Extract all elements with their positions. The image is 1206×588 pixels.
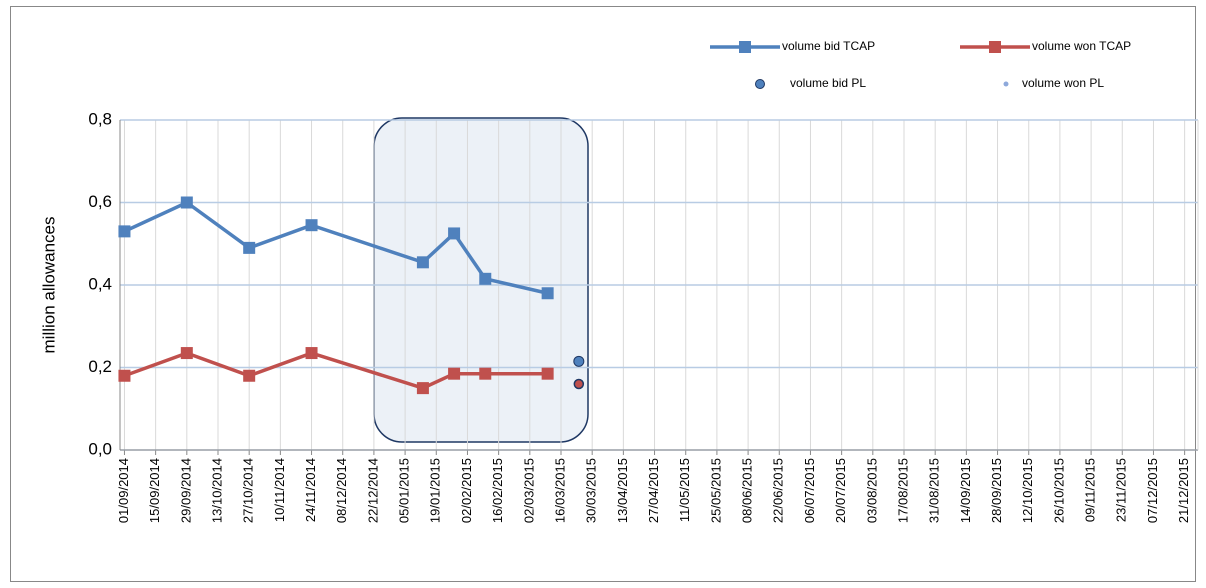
y-tick-label: 0,2 [88,357,112,376]
x-tick-label: 26/10/2015 [1051,458,1066,523]
x-tick-label: 12/10/2015 [1020,458,1035,523]
marker [243,241,256,254]
y-tick-label: 0,0 [88,439,112,458]
marker [479,272,492,285]
x-tick-label: 01/09/2014 [116,458,131,523]
x-tick-label: 20/07/2015 [833,458,848,523]
x-tick-label: 19/01/2015 [428,458,443,523]
x-tick-label: 24/11/2014 [303,458,318,522]
marker [180,347,193,360]
x-tick-label: 23/11/2015 [1114,458,1129,522]
x-tick-label: 25/05/2015 [708,458,723,523]
x-tick-label: 05/01/2015 [397,458,412,523]
x-tick-label: 16/02/2015 [490,458,505,523]
x-tick-label: 16/03/2015 [552,458,567,523]
y-tick-label: 0,6 [88,192,112,211]
y-axis-label: million allowances [39,216,58,353]
legend-label: volume bid TCAP [782,39,875,53]
x-tick-label: 28/09/2015 [989,458,1004,523]
series-line [123,200,549,295]
marker [118,369,131,382]
x-tick-label: 13/10/2014 [209,458,224,523]
marker [118,225,131,238]
x-tick-label: 30/03/2015 [584,458,599,523]
x-tick-label: 02/02/2015 [459,458,474,523]
marker [448,227,461,240]
y-tick-label: 0,8 [88,109,112,128]
x-tick-label: 31/08/2015 [927,458,942,523]
x-tick-label: 03/08/2015 [864,458,879,523]
x-tick-label: 06/07/2015 [802,458,817,523]
x-tick-label: 13/04/2015 [615,458,630,523]
x-tick-label: 17/08/2015 [895,458,910,523]
marker [479,367,492,380]
x-tick-label: 02/03/2015 [521,458,536,523]
x-tick-label: 27/04/2015 [646,458,661,523]
legend-marker [739,41,751,53]
legend-label: volume bid PL [790,76,866,90]
y-tick-label: 0,4 [88,274,112,293]
x-tick-label: 15/09/2014 [147,458,162,523]
x-tick-label: 22/12/2014 [365,458,380,523]
marker [541,367,554,380]
legend-marker [1003,81,1009,87]
x-tick-label: 07/12/2015 [1145,458,1160,523]
legend-marker [755,79,765,89]
x-tick-label: 27/10/2014 [241,458,256,523]
marker [448,367,461,380]
marker [180,196,193,209]
x-tick-label: 11/05/2015 [677,458,692,522]
x-tick-label: 21/12/2015 [1176,458,1191,523]
x-tick-label: 08/12/2014 [334,458,349,523]
legend-label: volume won TCAP [1032,39,1131,53]
marker [305,347,318,360]
chart-border [10,6,1196,582]
marker [305,219,318,232]
x-tick-label: 22/06/2015 [771,458,786,523]
marker [243,369,256,382]
legend-label: volume won PL [1022,76,1104,90]
marker [541,287,554,300]
legend-marker [989,41,1001,53]
x-tick-label: 08/06/2015 [740,458,755,523]
x-tick-label: 09/11/2015 [1083,458,1098,522]
marker [416,382,429,395]
x-tick-label: 14/09/2015 [958,458,973,523]
marker [573,378,585,390]
marker [416,256,429,269]
x-tick-label: 29/09/2014 [178,458,193,523]
marker [573,355,585,367]
x-tick-label: 10/11/2014 [272,458,287,522]
